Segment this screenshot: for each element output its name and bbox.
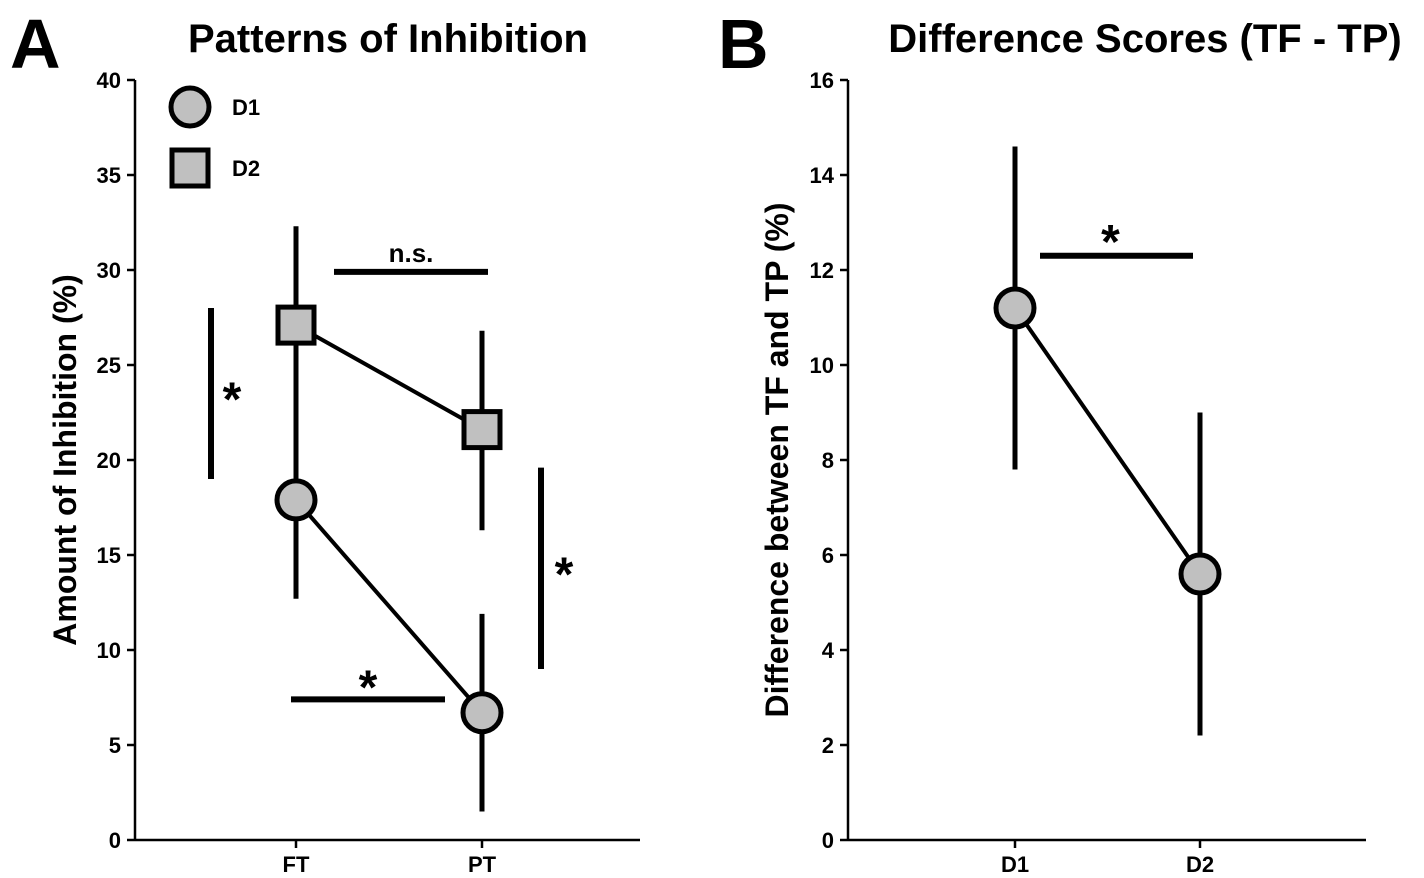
y-tick-label: 25 [97, 353, 121, 378]
y-tick-label: 2 [822, 733, 834, 758]
panel-letter: B [718, 5, 769, 83]
y-axis-label: Difference between TF and TP (%) [759, 202, 795, 717]
data-point-circle [460, 691, 504, 735]
y-tick-label: 16 [810, 68, 834, 93]
sig-star-vertical: * [555, 548, 574, 601]
data-point-square [461, 409, 503, 451]
sig-star: * [1101, 216, 1120, 269]
y-tick-label: 0 [822, 828, 834, 853]
y-tick-label: 8 [822, 448, 834, 473]
legend: D1 D2 [168, 85, 260, 189]
series-line [1013, 306, 1202, 576]
panel-b: B Difference Scores (TF - TP) 0 2 4 6 8 10 12 14 1… [718, 5, 1402, 877]
legend-marker-d2 [169, 147, 211, 189]
data-point-square [275, 304, 317, 346]
panel-a: A Patterns of Inhibition 0 5 10 15 20 25 30 35 40 F… [10, 5, 640, 877]
y-tick-label: 10 [810, 353, 834, 378]
panel-letter: A [10, 5, 61, 83]
y-tick-label: 15 [97, 543, 121, 568]
series-d1 [274, 401, 504, 812]
y-tick-label: 5 [109, 733, 121, 758]
y-tick-label: 6 [822, 543, 834, 568]
y-tick-label: 30 [97, 258, 121, 283]
y-tick-label: 4 [822, 638, 835, 663]
x-tick-label: FT [283, 852, 310, 877]
y-tick-label: 20 [97, 448, 121, 473]
sig-star-vertical: * [223, 374, 242, 427]
y-tick-label: 10 [97, 638, 121, 663]
x-tick-label: D2 [1186, 852, 1214, 877]
data-point-circle [993, 286, 1037, 330]
ns-label: n.s. [389, 238, 434, 268]
legend-label-d1: D1 [232, 95, 260, 120]
chart-title: Patterns of Inhibition [188, 17, 588, 61]
series-line [295, 323, 483, 432]
sig-star-d1: * [359, 661, 378, 714]
y-tick-label: 35 [97, 163, 121, 188]
y-tick-label: 12 [810, 258, 834, 283]
x-tick-label: D1 [1001, 852, 1029, 877]
legend-marker-d1 [168, 85, 212, 129]
y-tick-label: 40 [97, 68, 121, 93]
series-0 [993, 146, 1222, 736]
series-d2 [275, 226, 503, 531]
chart-title: Difference Scores (TF - TP) [888, 17, 1401, 61]
y-axis-label: Amount of Inhibition (%) [47, 274, 83, 645]
y-tick-label: 14 [810, 163, 835, 188]
y-tick-label: 0 [109, 828, 121, 853]
data-point-circle [1178, 552, 1222, 596]
legend-label-d2: D2 [232, 156, 260, 181]
x-tick-label: PT [468, 852, 497, 877]
data-point-circle [274, 478, 318, 522]
series-line [294, 498, 484, 715]
